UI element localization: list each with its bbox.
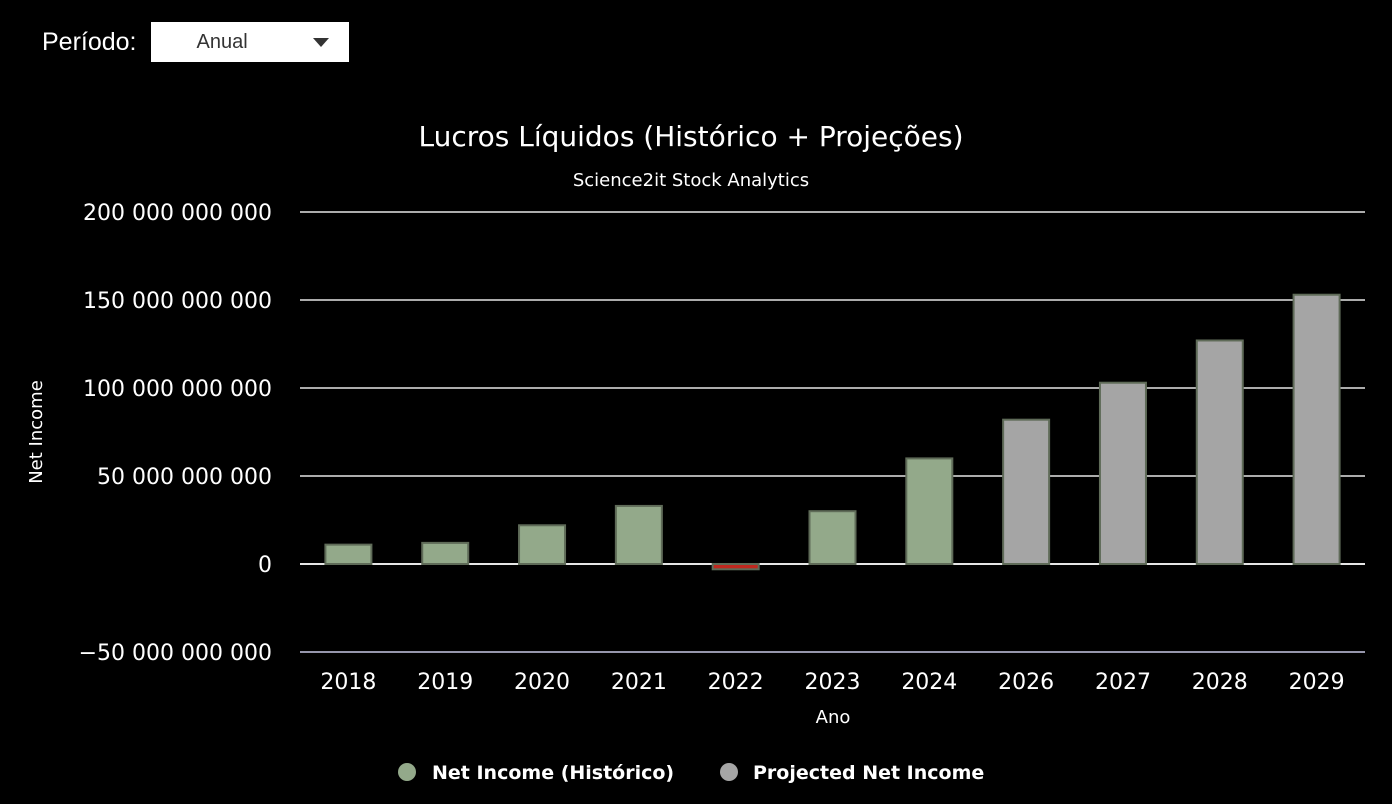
period-value: Anual <box>196 31 248 53</box>
x-tick-label: 2027 <box>1095 670 1151 695</box>
bar-2022[interactable] <box>711 563 760 571</box>
period-selector: Período: Anual <box>42 22 349 62</box>
legend-label[interactable]: Projected Net Income <box>753 762 984 784</box>
y-axis-label: Net Income <box>26 380 47 484</box>
x-axis-label: Ano <box>816 707 851 728</box>
x-tick-label: 2020 <box>514 670 570 695</box>
bar-2021[interactable] <box>614 504 663 566</box>
y-tick-label: −50 000 000 000 <box>79 641 272 666</box>
bar-2027[interactable] <box>1098 381 1147 565</box>
bar-2018[interactable] <box>324 543 373 566</box>
x-tick-label: 2018 <box>320 670 376 695</box>
chart-title: Lucros Líquidos (Histórico + Projeções) <box>418 120 963 153</box>
bar-2020[interactable] <box>518 524 567 566</box>
period-dropdown[interactable]: Anual <box>150 22 349 62</box>
bar-2028[interactable] <box>1195 339 1244 566</box>
bar-2029[interactable] <box>1292 293 1341 565</box>
y-tick-label: 50 000 000 000 <box>97 465 272 490</box>
bar-2023[interactable] <box>808 510 857 566</box>
x-tick-label: 2024 <box>901 670 957 695</box>
chevron-down-icon <box>312 38 329 47</box>
x-tick-label: 2026 <box>998 670 1054 695</box>
y-tick-label: 0 <box>258 553 272 578</box>
bar-2024[interactable] <box>905 457 954 565</box>
x-tick-label: 2022 <box>708 670 764 695</box>
y-tick-label: 100 000 000 000 <box>83 377 272 402</box>
x-tick-label: 2029 <box>1289 670 1345 695</box>
x-tick-label: 2021 <box>611 670 667 695</box>
period-label: Período: <box>42 27 137 56</box>
y-tick-label: 150 000 000 000 <box>83 289 272 314</box>
x-tick-label: 2028 <box>1192 670 1248 695</box>
x-tick-label: 2023 <box>805 670 861 695</box>
bar-2026[interactable] <box>1002 418 1051 565</box>
legend-marker[interactable] <box>720 763 738 781</box>
bar-2019[interactable] <box>421 541 470 566</box>
legend-marker[interactable] <box>398 763 416 781</box>
legend-label[interactable]: Net Income (Histórico) <box>432 762 674 784</box>
chart-subtitle: Science2it Stock Analytics <box>573 170 809 191</box>
x-tick-label: 2019 <box>417 670 473 695</box>
y-tick-label: 200 000 000 000 <box>83 201 272 226</box>
